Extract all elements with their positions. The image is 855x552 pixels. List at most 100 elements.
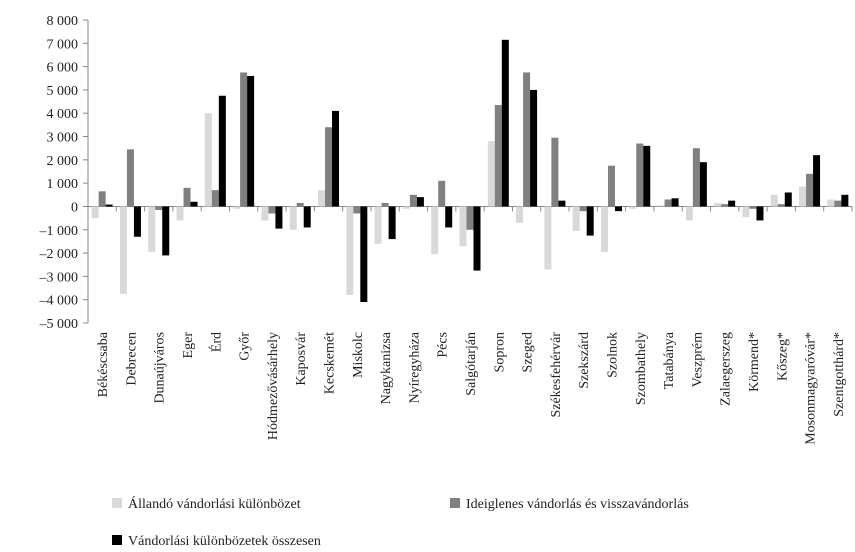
bar (275, 206, 283, 229)
bar (409, 194, 417, 207)
legend-swatch (112, 498, 122, 508)
x-tick-label: Érd (207, 332, 224, 352)
legend-swatch (450, 498, 460, 508)
bar (714, 202, 722, 207)
bar (530, 89, 538, 207)
bar (325, 127, 333, 207)
bar (600, 206, 608, 252)
x-tick-label: Miskolc (351, 332, 366, 378)
x-tick-label: Békéscsaba (96, 331, 111, 397)
bar (834, 200, 842, 207)
bar (105, 204, 113, 207)
bar (473, 206, 481, 271)
bar (813, 155, 821, 207)
y-tick-label: 3 000 (47, 131, 79, 146)
bar (841, 194, 849, 207)
x-tick-label: Székesfehérvár (549, 332, 564, 418)
bar (784, 192, 792, 207)
x-tick-label: Debrecen (124, 332, 139, 386)
x-tick-label: Kaposvár (294, 332, 309, 386)
bar (558, 200, 566, 207)
bar (296, 202, 304, 207)
bar (643, 145, 651, 207)
x-tick-label: Veszprém (690, 332, 705, 387)
y-tick-label: –2 000 (39, 247, 79, 262)
bar (381, 202, 389, 207)
x-tick-label: Nagykanizsa (379, 331, 394, 404)
bar (799, 186, 807, 207)
legend-swatch (112, 535, 122, 545)
bar (176, 206, 184, 221)
bar (155, 206, 163, 210)
bar (770, 194, 778, 207)
bar (247, 75, 255, 207)
x-tick-label: Zalaegerszeg (719, 332, 734, 406)
y-tick-label: 0 (71, 200, 78, 215)
x-tick-label: Győr (238, 332, 253, 361)
bar (671, 198, 679, 207)
x-tick-label: Szekszárd (577, 332, 592, 389)
bar (629, 206, 637, 209)
bar (190, 201, 198, 207)
x-tick-label: Sopron (492, 332, 507, 372)
bar (579, 206, 587, 212)
x-tick-label: Szentgotthárd* (832, 332, 847, 417)
y-tick-label: 1 000 (47, 177, 79, 192)
bar (756, 206, 764, 221)
y-tick-label: 4 000 (47, 107, 79, 122)
bar (487, 141, 495, 207)
bar (360, 206, 368, 303)
bar (233, 206, 241, 209)
y-tick-label: –4 000 (39, 294, 79, 309)
bar (204, 113, 212, 207)
bar (374, 206, 382, 244)
y-tick-label: –5 000 (39, 317, 79, 332)
bar (133, 206, 141, 237)
bar (459, 206, 467, 247)
legend-label: Állandó vándorlási különbözet (128, 495, 301, 512)
x-tick-label: Salgótarján (464, 332, 479, 396)
bar (148, 206, 156, 252)
bar (303, 206, 311, 228)
bar (183, 187, 191, 207)
bar (218, 95, 226, 207)
x-tick-label: Tatabánya (662, 331, 677, 389)
y-tick-label: –1 000 (39, 224, 79, 239)
bar (91, 206, 99, 219)
bar (749, 206, 757, 209)
bar (416, 197, 424, 207)
bar (636, 143, 644, 207)
bar (501, 39, 509, 207)
y-tick-label: 2 000 (47, 154, 79, 169)
bar (431, 206, 439, 255)
bar (126, 149, 134, 207)
bar (657, 205, 665, 207)
bar (438, 180, 446, 207)
legend-label: Ideiglenes vándorlás és visszavándorlás (466, 497, 689, 512)
x-tick-label: Kőszeg* (775, 332, 790, 381)
bar (346, 206, 354, 296)
bar (162, 206, 170, 256)
bar (494, 105, 502, 207)
bar (551, 137, 559, 207)
x-tick-label: Dunaújváros (153, 332, 168, 404)
bar (728, 200, 736, 207)
x-tick-label: Szombathely (634, 332, 649, 405)
x-tick-label: Körmend* (747, 332, 762, 392)
bar (721, 204, 729, 207)
bar (353, 206, 361, 214)
bar (664, 199, 672, 207)
legend-label: Vándorlási különbözetek összesen (128, 534, 321, 549)
bar (742, 206, 750, 217)
bar (777, 204, 785, 207)
bar (240, 72, 248, 207)
bar (402, 206, 410, 209)
x-tick-label: Szeged (521, 332, 536, 372)
y-tick-label: 5 000 (47, 84, 79, 99)
x-tick-label: Mosonmagyaróvár* (804, 332, 819, 445)
bar (268, 206, 276, 214)
bar (699, 162, 707, 207)
bar (806, 173, 814, 207)
x-tick-label: Szolnok (605, 332, 620, 378)
